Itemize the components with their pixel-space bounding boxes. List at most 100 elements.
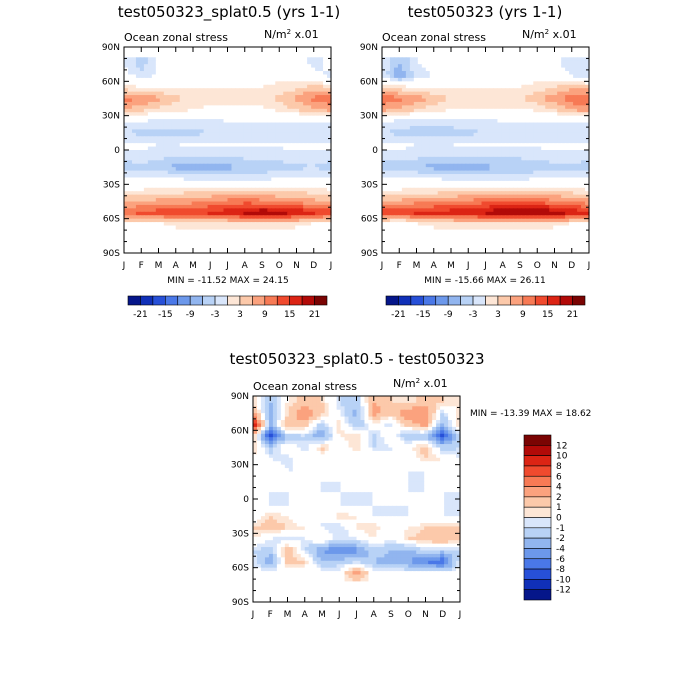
field-cell bbox=[581, 84, 586, 89]
field-cell bbox=[489, 153, 495, 158]
field-cell bbox=[231, 156, 237, 161]
field-cell bbox=[211, 170, 217, 175]
field-cell bbox=[239, 74, 245, 79]
field-cell bbox=[255, 95, 260, 100]
field-cell bbox=[425, 115, 431, 120]
field-cell bbox=[199, 95, 205, 100]
field-cell bbox=[449, 115, 455, 120]
field-cell bbox=[445, 163, 451, 168]
field-cell bbox=[505, 60, 510, 65]
field-cell bbox=[453, 160, 459, 165]
field-cell bbox=[179, 84, 185, 89]
field-cell bbox=[131, 180, 137, 185]
y-tick-label: 90N bbox=[102, 43, 120, 53]
field-cell bbox=[283, 170, 288, 175]
field-cell bbox=[401, 119, 407, 124]
field-cell bbox=[529, 122, 534, 127]
field-cell bbox=[311, 98, 316, 103]
field-cell bbox=[143, 64, 149, 69]
field-cell bbox=[183, 136, 189, 141]
field-cell bbox=[183, 105, 189, 110]
field-cell bbox=[307, 215, 312, 220]
field-cell bbox=[303, 74, 308, 79]
field-cell bbox=[147, 218, 153, 223]
field-cell bbox=[585, 105, 590, 110]
field-cell bbox=[303, 132, 308, 137]
field-cell bbox=[521, 139, 526, 144]
field-cell bbox=[461, 115, 467, 120]
field-cell bbox=[385, 201, 391, 206]
field-cell bbox=[477, 101, 483, 106]
field-cell bbox=[159, 88, 165, 93]
field-cell bbox=[263, 88, 268, 93]
field-cell bbox=[573, 146, 578, 151]
field-cell bbox=[295, 64, 300, 69]
field-cell bbox=[227, 64, 233, 69]
field-cell bbox=[505, 139, 510, 144]
field-cell bbox=[569, 146, 574, 151]
field-cell bbox=[449, 88, 455, 93]
field-cell bbox=[469, 60, 475, 65]
field-cell bbox=[191, 77, 197, 82]
field-cell bbox=[529, 119, 534, 124]
field-cell bbox=[421, 112, 427, 117]
field-cell bbox=[139, 122, 145, 127]
field-cell bbox=[557, 60, 562, 65]
field-cell bbox=[425, 84, 431, 89]
field-cell bbox=[263, 201, 268, 206]
field-cell bbox=[151, 101, 157, 106]
field-cell bbox=[231, 136, 237, 141]
field-cell bbox=[517, 201, 522, 206]
field-cell bbox=[127, 119, 133, 124]
field-cell bbox=[385, 204, 391, 209]
field-cell bbox=[409, 174, 415, 179]
field-cell bbox=[259, 218, 264, 223]
field-cell bbox=[545, 146, 550, 151]
field-cell bbox=[469, 108, 475, 113]
field-cell bbox=[147, 67, 153, 72]
field-cell bbox=[267, 101, 272, 106]
panel-title: test050323_splat0.5 (yrs 1-1) bbox=[118, 3, 341, 22]
field-cell bbox=[163, 211, 169, 216]
field-cell bbox=[493, 57, 499, 62]
field-cell bbox=[167, 225, 173, 230]
field-cell bbox=[537, 98, 542, 103]
field-cell bbox=[195, 74, 201, 79]
field-cell bbox=[147, 198, 153, 203]
field-cell bbox=[477, 74, 483, 79]
field-cell bbox=[295, 143, 300, 148]
field-cell bbox=[315, 215, 320, 220]
field-cell bbox=[235, 204, 241, 209]
field-cell bbox=[421, 108, 427, 113]
field-cell bbox=[271, 105, 276, 110]
field-cell bbox=[505, 153, 510, 158]
field-cell bbox=[417, 150, 423, 155]
field-cell bbox=[569, 119, 574, 124]
field-cell bbox=[155, 125, 161, 130]
field-cell bbox=[323, 180, 328, 185]
field-cell bbox=[267, 105, 272, 110]
field-cell bbox=[199, 105, 205, 110]
field-cell bbox=[445, 184, 451, 189]
field-cell bbox=[151, 218, 157, 223]
field-cell bbox=[433, 57, 439, 62]
field-cell bbox=[215, 184, 221, 189]
field-cell bbox=[569, 174, 574, 179]
field-cell bbox=[429, 67, 435, 72]
field-cell bbox=[179, 57, 185, 62]
field-cell bbox=[251, 60, 256, 65]
field-cell bbox=[501, 119, 507, 124]
field-cell bbox=[267, 156, 272, 161]
field-cell bbox=[569, 60, 574, 65]
field-cell bbox=[147, 215, 153, 220]
field-cell bbox=[163, 60, 169, 65]
field-cell bbox=[195, 98, 201, 103]
field-cell bbox=[497, 101, 503, 106]
field-cell bbox=[553, 77, 558, 82]
field-cell bbox=[215, 101, 221, 106]
field-cell bbox=[163, 101, 169, 106]
field-cell bbox=[481, 112, 487, 117]
field-cell bbox=[581, 191, 586, 196]
field-cell bbox=[485, 98, 491, 103]
field-cell bbox=[251, 218, 256, 223]
